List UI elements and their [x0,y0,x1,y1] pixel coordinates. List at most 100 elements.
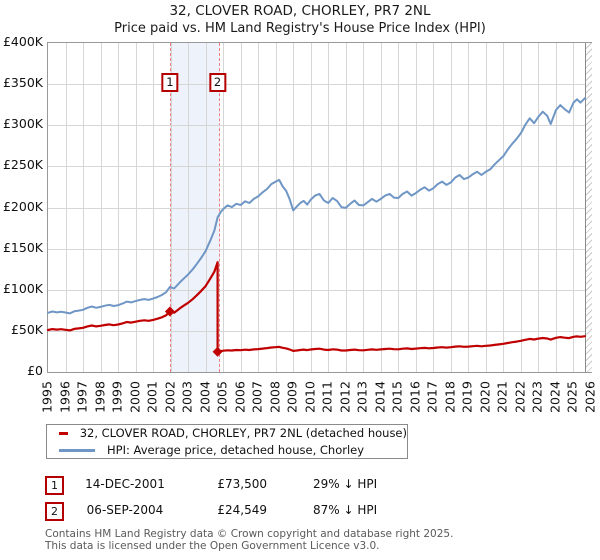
x-tick-label: 2009 [284,381,300,413]
legend-item-hpi: HPI: Average price, detached house, Chor… [59,443,407,458]
y-tick-label: £250K [2,157,43,173]
x-gridline [450,43,452,372]
y-tick-label: £400K [2,34,43,49]
x-tick-label: 2022 [512,381,528,413]
footer-line-1: Contains HM Land Registry data © Crown c… [45,528,454,540]
y-tick-label: £0 [27,363,43,378]
annotation-row-2: 2 06-SEP-2004 £24,549 87% ↓ HPI [45,502,585,521]
x-gridline [555,43,557,372]
x-tick-label: 2005 [214,381,230,413]
sale-2-date: 06-SEP-2004 [86,503,164,517]
price-line-swatch [59,431,68,435]
x-gridline [468,43,470,372]
x-gridline [363,43,365,372]
y-gridline [48,289,591,291]
x-tick-label: 2026 [582,381,598,413]
chart-canvas [46,97,587,357]
y-tick-label: £100K [2,280,43,296]
x-gridline [240,43,242,372]
sale-marker-1 [164,306,175,317]
legend: 32, CLOVER ROAD, CHORLEY, PR7 2NL (detac… [46,424,408,459]
y-gridline [48,166,591,168]
x-gridline [520,43,522,372]
x-tick-label: 2017 [424,381,440,413]
x-gridline [100,43,102,372]
x-gridline [503,43,505,372]
legend-item-price: 32, CLOVER ROAD, CHORLEY, PR7 2NL (detac… [59,426,407,441]
future-no-data-hatch [585,43,592,372]
sale-2-badge: 2 [45,502,64,521]
legend-label-price: 32, CLOVER ROAD, CHORLEY, PR7 2NL (detac… [79,426,407,440]
x-tick-label: 2007 [249,381,265,413]
x-gridline [328,43,330,372]
x-tick-label: 1997 [74,381,90,413]
sale-1-price: £73,500 [217,477,267,491]
y-tick-label: £350K [2,75,43,91]
x-tick-label: 2011 [319,381,335,413]
x-gridline [293,43,295,372]
sale-1-date: 14-DEC-2001 [85,477,165,491]
price-paid-line [46,261,587,353]
x-tick-label: 2004 [197,381,213,413]
x-gridline [380,43,382,372]
sale-label-box-2: 2 [208,73,227,92]
x-tick-label: 2003 [179,381,195,413]
legend-label-hpi: HPI: Average price, detached house, Chor… [107,443,365,457]
footer-line-2: This data is licensed under the Open Gov… [45,539,380,552]
x-tick-label: 2021 [494,381,510,413]
x-tick-label: 2010 [302,381,318,413]
x-gridline [398,43,400,372]
x-tick-label: 2019 [459,381,475,413]
hpi-line-swatch [59,448,95,452]
x-gridline [258,43,260,372]
y-tick-label: £50K [10,321,43,337]
x-gridline [485,43,487,372]
x-tick-label: 2013 [354,381,370,413]
hpi-line [47,97,586,315]
x-gridline [538,43,540,372]
x-tick-label: 2016 [407,381,423,413]
x-tick-label: 2001 [144,381,160,413]
page-subtitle: Price paid vs. HM Land Registry's House … [114,21,486,36]
sale-marker-2 [212,346,223,357]
x-tick-label: 1998 [92,381,108,413]
x-gridline [170,43,172,372]
x-tick-label: 2020 [477,381,493,413]
sale-2-price: £24,549 [217,503,267,517]
sale-label-box-1: 1 [161,73,179,92]
x-gridline [310,43,312,372]
x-gridline [188,43,190,372]
y-tick-label: £200K [2,198,43,214]
x-tick-label: 1996 [57,381,73,413]
x-tick-label: 2023 [529,381,545,413]
x-gridline [153,43,155,372]
x-gridline [573,43,575,372]
sale-2-hpi-delta: 87% ↓ HPI [313,503,378,517]
sale-1-hpi-delta: 29% ↓ HPI [313,477,378,491]
x-tick-label: 2002 [162,381,178,413]
x-gridline [275,43,277,372]
x-tick-label: 2012 [337,381,353,413]
annotation-row-1: 1 14-DEC-2001 £73,500 29% ↓ HPI [45,476,585,495]
x-gridline [65,43,67,372]
x-gridline [433,43,435,372]
sale-1-badge: 1 [45,476,64,495]
y-gridline [48,84,591,86]
x-gridline [135,43,137,372]
y-gridline [48,330,591,332]
x-tick-label: 1999 [109,381,125,413]
x-gridline [83,43,85,372]
x-gridline [118,43,120,372]
y-tick-label: £300K [2,116,43,132]
x-gridline [205,43,207,372]
x-tick-label: 2006 [232,381,248,413]
x-tick-label: 1995 [39,381,55,413]
x-tick-label: 2024 [547,381,563,413]
y-gridline [48,248,591,250]
x-gridline [415,43,417,372]
y-gridline [48,207,591,209]
x-tick-label: 2015 [389,381,405,413]
footer-license: Contains HM Land Registry data © Crown c… [45,528,454,552]
